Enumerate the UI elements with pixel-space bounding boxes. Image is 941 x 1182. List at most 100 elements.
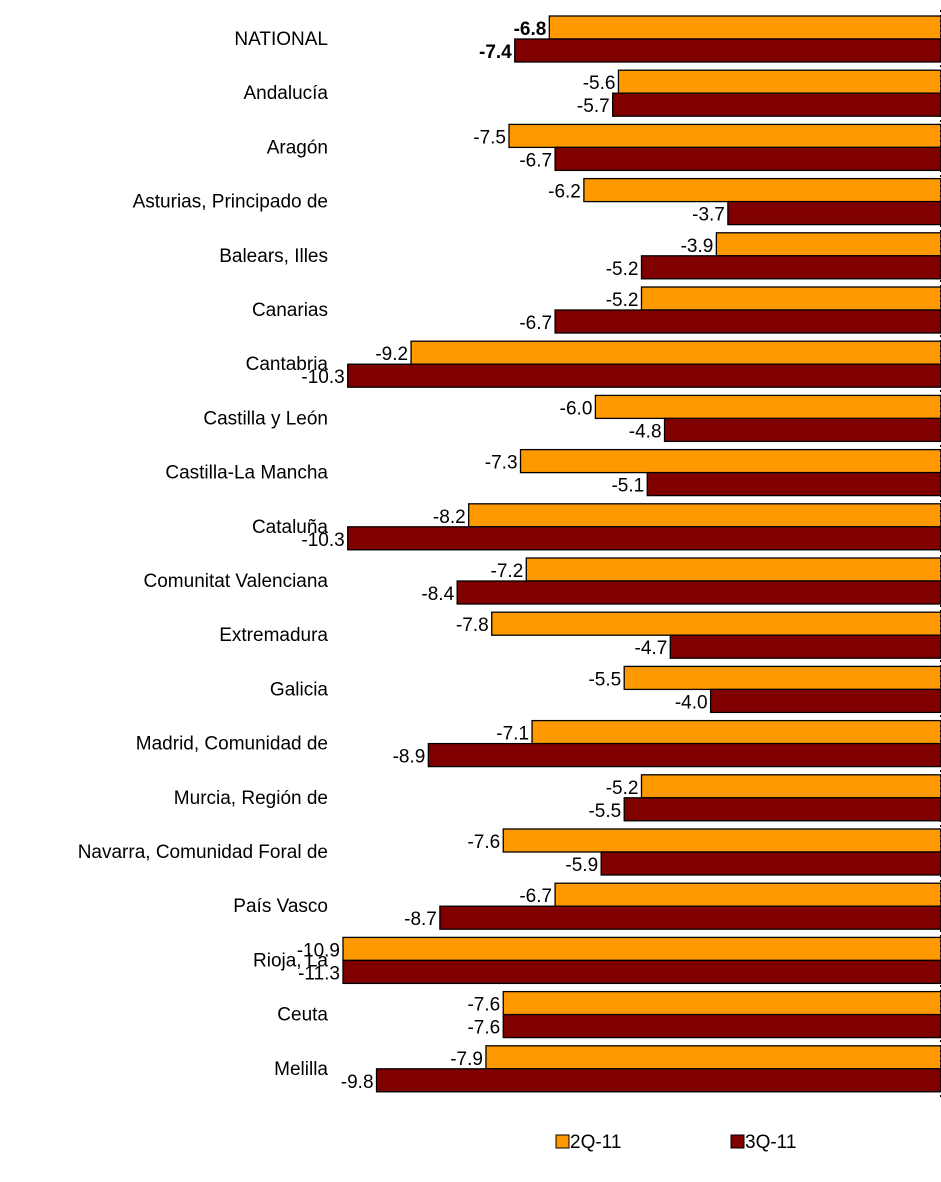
bar-2q-11-ceuta [502, 990, 941, 1016]
bar-2q-11-aragon [508, 123, 941, 149]
bar-3q-11-asturias-principado-de [727, 200, 941, 226]
value-label-3q-11-cantabria: -10.3 [301, 367, 344, 388]
bar-2q-11-madrid-comunidad-de [531, 719, 941, 745]
category-label-extremadura: Extremadura [219, 625, 328, 646]
value-label-2q-11-balears-illes: -3.9 [681, 236, 714, 257]
value-label-2q-11-castilla-y-leon: -6.0 [560, 398, 593, 419]
bar-3q-11-rioja-la [342, 959, 941, 985]
category-label-comunitat-valenciana: Comunitat Valenciana [144, 571, 329, 592]
bar-2q-11-national [548, 15, 941, 40]
value-label-3q-11-madrid-comunidad-de: -8.9 [393, 747, 426, 768]
value-label-3q-11-castilla-la-mancha: -5.1 [611, 476, 644, 497]
bar-2q-11-pais-vasco [554, 882, 941, 907]
value-label-3q-11-extremadura: -4.7 [635, 638, 668, 659]
value-label-2q-11-pais-vasco: -6.7 [519, 886, 552, 907]
category-label-canarias: Canarias [252, 300, 328, 321]
bar-3q-11-ceuta [502, 1013, 941, 1039]
value-label-2q-11-asturias-principado-de: -6.2 [548, 182, 581, 203]
category-label-galicia: Galicia [270, 679, 329, 700]
value-label-3q-11-cataluna: -10.3 [301, 530, 344, 551]
value-label-2q-11-aragon: -7.5 [473, 127, 506, 148]
bar-3q-11-madrid-comunidad-de [427, 742, 941, 768]
category-label-murcia-region-de: Murcia, Región de [174, 788, 328, 809]
bar-2q-11-balears-illes [715, 232, 941, 257]
value-label-3q-11-aragon: -6.7 [519, 150, 552, 171]
value-label-3q-11-galicia: -4.0 [675, 692, 708, 713]
value-label-2q-11-galicia: -5.5 [588, 669, 621, 690]
bar-3q-11-murcia-region-de [623, 797, 941, 822]
bar-3q-11-galicia [709, 688, 941, 714]
bar-3q-11-melilla [375, 1068, 941, 1093]
bar-2q-11-rioja-la [342, 936, 941, 962]
bar-2q-11-comunitat-valenciana [525, 557, 941, 582]
bar-2q-11-castilla-la-mancha [519, 448, 941, 474]
value-label-3q-11-melilla: -9.8 [341, 1072, 374, 1093]
category-label-andalucia: Andalucía [243, 83, 328, 104]
bar-3q-11-castilla-la-mancha [646, 471, 941, 497]
value-label-2q-11-madrid-comunidad-de: -7.1 [496, 724, 529, 745]
bar-3q-11-cantabria [347, 363, 941, 388]
value-label-2q-11-cataluna: -8.2 [433, 507, 466, 528]
category-label-pais-vasco: País Vasco [233, 896, 328, 917]
category-label-asturias-principado-de: Asturias, Principado de [133, 192, 328, 213]
bar-3q-11-balears-illes [640, 255, 941, 280]
category-label-ceuta: Ceuta [277, 1005, 328, 1026]
bar-2q-11-canarias [640, 286, 941, 311]
bar-3q-11-castilla-y-leon [663, 417, 941, 443]
category-label-castilla-la-mancha: Castilla-La Mancha [165, 463, 328, 484]
value-label-3q-11-canarias: -6.7 [519, 313, 552, 334]
category-label-aragon: Aragón [267, 137, 328, 158]
value-label-2q-11-andalucia: -5.6 [583, 73, 616, 94]
value-label-2q-11-cantabria: -9.2 [375, 344, 408, 365]
value-label-3q-11-murcia-region-de: -5.5 [588, 801, 621, 822]
category-label-balears-illes: Balears, Illes [219, 246, 328, 267]
bar-3q-11-navarra-comunidad-foral-de [600, 851, 941, 876]
bar-2q-11-galicia [623, 665, 941, 691]
category-label-national: NATIONAL [234, 29, 328, 50]
value-label-3q-11-national: -7.4 [479, 42, 512, 63]
value-label-2q-11-castilla-la-mancha: -7.3 [485, 453, 518, 474]
value-label-2q-11-murcia-region-de: -5.2 [606, 778, 639, 799]
bar-3q-11-comunitat-valenciana [456, 580, 941, 605]
bar-3q-11-andalucia [612, 92, 941, 117]
value-label-3q-11-balears-illes: -5.2 [606, 259, 639, 280]
bar-3q-11-canarias [554, 309, 941, 334]
category-label-navarra-comunidad-foral-de: Navarra, Comunidad Foral de [78, 842, 328, 863]
value-label-2q-11-comunitat-valenciana: -7.2 [491, 561, 524, 582]
category-label-rioja-la: Rioja, La [253, 950, 328, 971]
bar-3q-11-pais-vasco [439, 905, 941, 930]
bar-2q-11-navarra-comunidad-foral-de [502, 828, 941, 853]
bar-2q-11-cataluna [468, 503, 941, 528]
legend: 2Q-11 3Q-11 [555, 1132, 796, 1153]
bar-2q-11-extremadura [491, 611, 941, 636]
value-label-2q-11-rioja-la: -10.9 [297, 940, 340, 961]
legend-label-3q-11: 3Q-11 [745, 1132, 796, 1153]
bar-2q-11-asturias-principado-de [583, 177, 941, 203]
bar-2q-11-castilla-y-leon [594, 394, 941, 420]
plot-area: NATIONAL -6.8-7.4 Andalucía -5.6-5.7 Aragón -… [78, 10, 941, 1098]
value-label-3q-11-castilla-y-leon: -4.8 [629, 421, 662, 442]
value-label-2q-11-extremadura: -7.8 [456, 615, 489, 636]
bar-2q-11-andalucia [617, 69, 941, 94]
value-label-3q-11-navarra-comunidad-foral-de: -5.9 [565, 855, 598, 876]
category-label-castilla-y-leon: Castilla y León [203, 408, 328, 429]
value-label-3q-11-asturias-principado-de: -3.7 [692, 205, 725, 226]
legend-swatch-2q-11 [555, 1134, 570, 1149]
value-label-2q-11-navarra-comunidad-foral-de: -7.6 [467, 832, 500, 853]
bar-2q-11-melilla [485, 1045, 941, 1070]
bar-3q-11-aragon [554, 146, 941, 172]
bar-2q-11-murcia-region-de [640, 774, 941, 799]
value-label-3q-11-pais-vasco: -8.7 [404, 909, 437, 930]
value-label-3q-11-rioja-la: -11.3 [298, 963, 340, 984]
category-label-melilla: Melilla [274, 1059, 328, 1080]
value-label-3q-11-ceuta: -7.6 [467, 1018, 500, 1039]
value-label-2q-11-ceuta: -7.6 [467, 995, 500, 1016]
bar-2q-11-cantabria [410, 340, 941, 365]
value-label-2q-11-national: -6.8 [514, 19, 547, 40]
value-label-2q-11-canarias: -5.2 [606, 290, 639, 311]
category-label-cantabria: Cantabria [246, 354, 329, 375]
legend-swatch-3q-11 [730, 1134, 745, 1149]
bar-3q-11-national [514, 38, 941, 63]
category-label-cataluna: Cataluña [252, 517, 328, 538]
